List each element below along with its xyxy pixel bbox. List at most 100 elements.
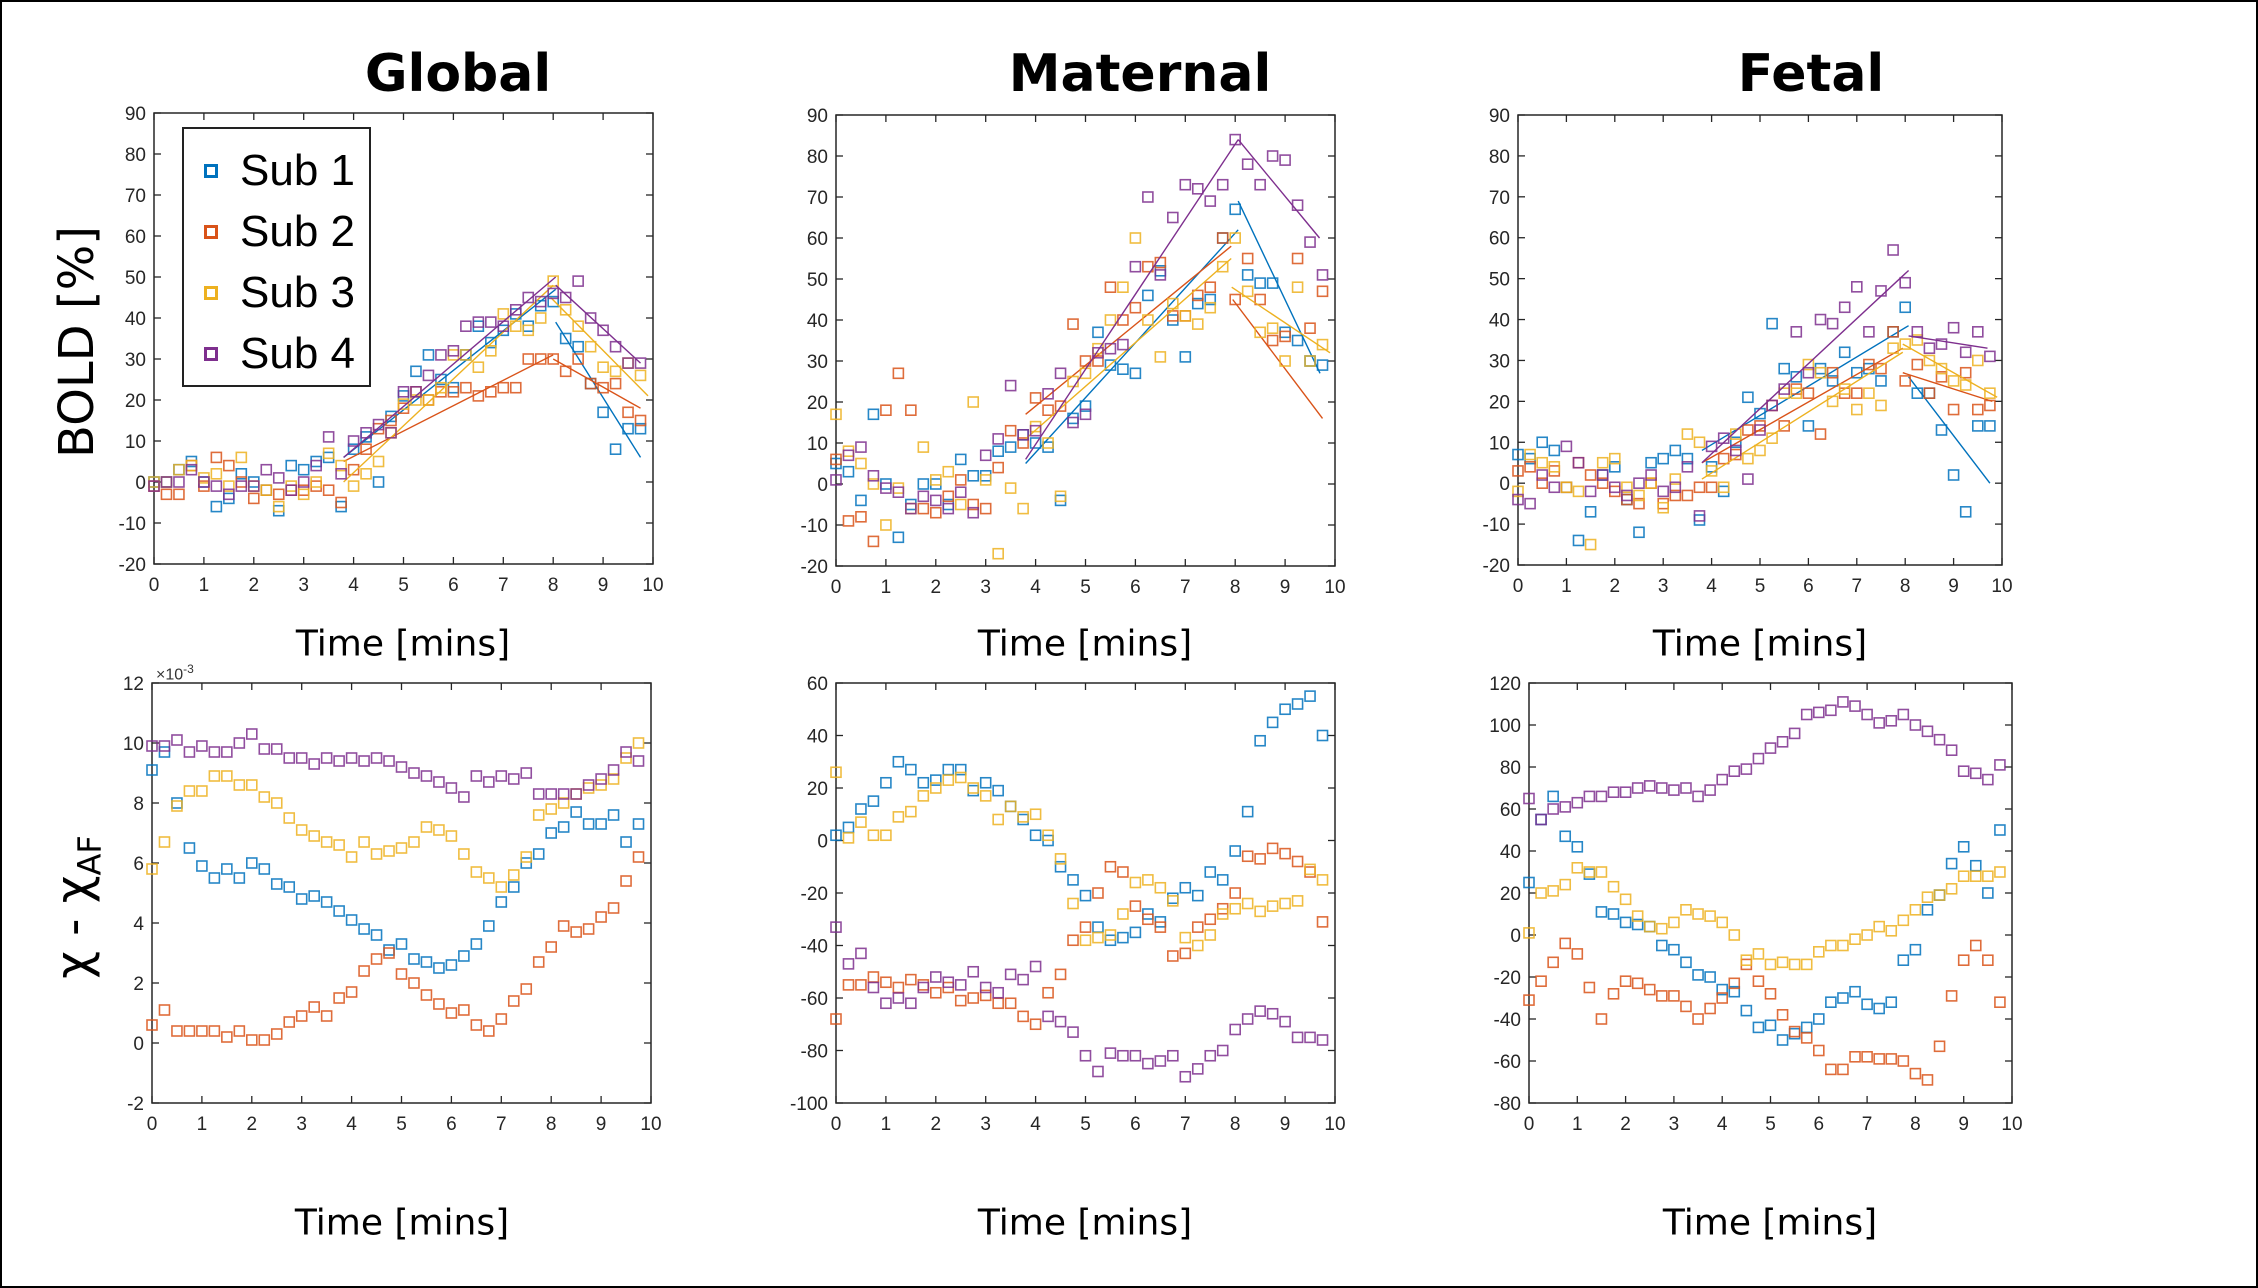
y-axis-label-chi: χ - χ <box>45 875 102 979</box>
data-point-sub-4 <box>1837 696 1849 708</box>
data-point-sub-1 <box>1656 939 1668 952</box>
data-point-sub-4 <box>1607 786 1620 799</box>
data-point-sub-3 <box>1512 485 1524 498</box>
y-tick-label: 80 <box>125 145 146 166</box>
x-tick-label: 1 <box>881 577 892 598</box>
data-point-sub-3 <box>867 829 880 842</box>
data-point-sub-1 <box>1825 996 1837 1009</box>
data-point-sub-3 <box>1042 437 1054 449</box>
data-point-sub-1 <box>1291 334 1304 347</box>
data-point-sub-2 <box>1266 842 1279 855</box>
data-point-sub-2 <box>408 977 420 989</box>
y-tick-label: 60 <box>807 674 828 695</box>
data-point-sub-4 <box>270 743 283 755</box>
data-point-sub-4 <box>634 357 647 369</box>
data-point-sub-4 <box>408 767 420 779</box>
data-point-sub-1 <box>333 905 345 917</box>
x-tick-label: 6 <box>1803 576 1814 597</box>
data-point-sub-2 <box>1669 489 1682 502</box>
data-point-sub-2 <box>545 941 558 953</box>
data-point-sub-1 <box>1899 301 1911 314</box>
data-point-sub-4 <box>595 773 607 785</box>
data-point-sub-4 <box>905 997 917 1010</box>
fit-line-sub-2 <box>1902 372 1993 403</box>
data-point-sub-3 <box>295 824 308 836</box>
x-tick-label: 3 <box>298 575 309 596</box>
data-point-sub-2 <box>1079 921 1092 933</box>
data-point-sub-3 <box>1229 232 1241 244</box>
data-point-sub-3 <box>1523 927 1535 939</box>
y-tick-label: 0 <box>135 473 146 494</box>
data-point-sub-3 <box>208 770 221 782</box>
square-marker-icon <box>204 164 218 178</box>
data-point-sub-4 <box>1994 759 2006 771</box>
x-tick-label: 6 <box>1814 1114 1825 1135</box>
data-point-sub-2 <box>1067 318 1079 330</box>
data-point-sub-3 <box>1204 929 1217 941</box>
data-point-sub-2 <box>1972 403 1984 416</box>
data-point-sub-4 <box>942 502 955 515</box>
data-point-sub-4 <box>470 770 483 782</box>
data-point-sub-4 <box>1645 469 1657 481</box>
x-tick-label: 10 <box>2001 1114 2022 1135</box>
x-tick-label: 9 <box>598 575 609 596</box>
data-point-sub-1 <box>1254 277 1266 289</box>
data-point-sub-2 <box>979 989 992 1002</box>
data-point-sub-2 <box>880 976 892 989</box>
fit-line-sub-4 <box>555 284 641 364</box>
data-point-sub-2 <box>146 1019 158 1031</box>
data-point-sub-3 <box>1631 910 1644 922</box>
data-point-sub-1 <box>1802 420 1815 432</box>
data-point-sub-2 <box>830 1013 842 1025</box>
data-point-sub-4 <box>622 357 634 369</box>
data-point-sub-3 <box>892 811 905 823</box>
data-point-sub-4 <box>1911 326 1924 338</box>
data-point-sub-3 <box>595 779 607 791</box>
data-point-sub-2 <box>270 1028 283 1040</box>
data-point-sub-4 <box>942 976 955 989</box>
data-point-sub-4 <box>1266 150 1279 162</box>
data-point-sub-2 <box>1142 913 1154 926</box>
legend-item-sub-2: Sub 2 <box>184 202 355 262</box>
data-point-sub-2 <box>1279 847 1291 860</box>
data-point-sub-1 <box>559 332 572 345</box>
data-point-sub-2 <box>1524 461 1536 473</box>
data-point-sub-1 <box>1179 351 1192 363</box>
y-tick-label: 20 <box>807 779 828 800</box>
data-point-sub-4 <box>397 385 410 398</box>
y-tick-label: 0 <box>1510 926 1521 947</box>
data-point-sub-3 <box>1885 924 1898 937</box>
data-point-sub-2 <box>1279 330 1291 343</box>
data-point-sub-4 <box>1079 408 1092 421</box>
data-point-sub-2 <box>470 1019 483 1031</box>
data-point-sub-2 <box>1104 281 1117 294</box>
x-tick-label: 6 <box>1130 1114 1141 1135</box>
data-point-sub-4 <box>1921 725 1934 738</box>
data-point-sub-2 <box>1316 916 1329 928</box>
data-point-sub-3 <box>1693 436 1706 449</box>
data-point-sub-2 <box>1191 921 1204 933</box>
data-point-sub-3 <box>1154 881 1167 894</box>
data-point-sub-4 <box>1643 780 1656 792</box>
data-point-sub-4 <box>967 965 980 978</box>
data-point-sub-1 <box>1776 1034 1789 1046</box>
data-point-sub-4 <box>1029 424 1042 437</box>
x-tick-label: 10 <box>1324 577 1345 598</box>
data-point-sub-3 <box>1104 314 1117 326</box>
data-point-sub-3 <box>1004 800 1017 813</box>
legend-item-sub-1: Sub 1 <box>184 141 355 201</box>
data-point-sub-4 <box>1790 326 1803 338</box>
x-tick-label: 7 <box>498 575 509 596</box>
data-point-sub-3 <box>1054 853 1067 865</box>
data-point-sub-4 <box>1054 1015 1067 1028</box>
multiplier-exponent: -3 <box>183 662 194 676</box>
data-point-sub-1 <box>1982 887 1994 899</box>
data-point-sub-3 <box>979 474 992 486</box>
data-point-sub-4 <box>1304 1031 1316 1044</box>
data-point-sub-4 <box>1104 1047 1117 1059</box>
data-point-sub-1 <box>445 959 458 971</box>
data-point-sub-2 <box>173 488 185 501</box>
x-tick-label: 6 <box>1130 577 1141 598</box>
data-point-sub-3 <box>297 488 310 501</box>
